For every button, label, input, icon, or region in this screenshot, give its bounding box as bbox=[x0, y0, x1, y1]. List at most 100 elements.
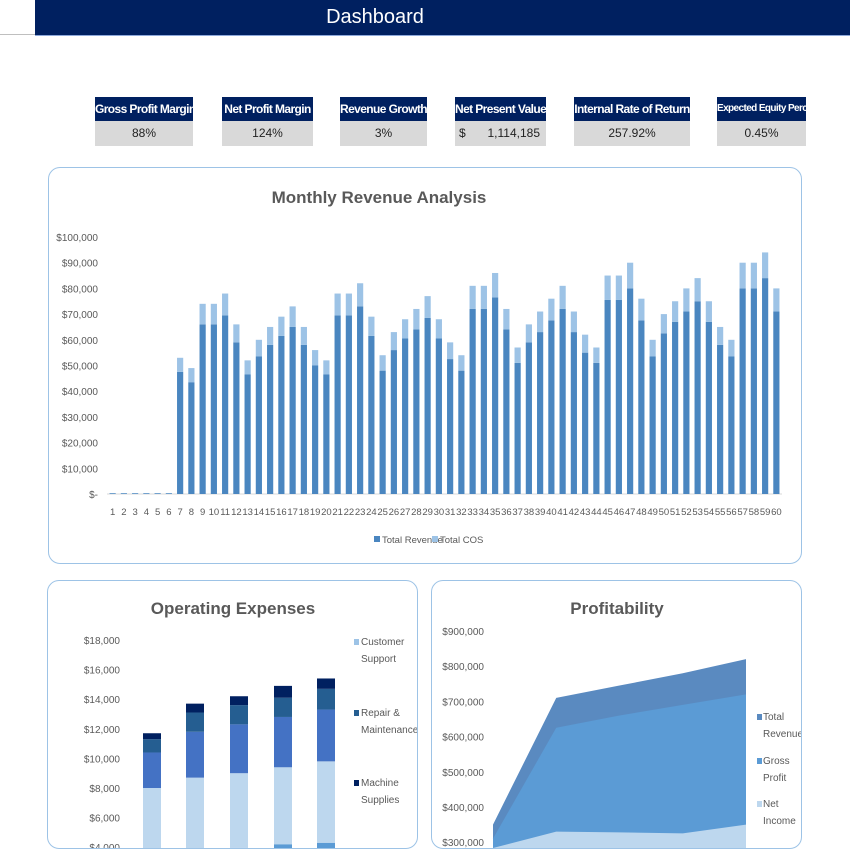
bar-cos bbox=[638, 298, 645, 321]
legend-label: Gross Profit bbox=[763, 756, 790, 784]
x-tick-label: 36 bbox=[501, 507, 512, 518]
bar-cos bbox=[210, 303, 217, 325]
y-tick-label: $80,000 bbox=[62, 284, 99, 295]
bar-revenue bbox=[413, 329, 420, 494]
bar-revenue bbox=[379, 370, 386, 494]
bar-revenue bbox=[773, 311, 780, 494]
bar-revenue bbox=[300, 344, 307, 494]
bar-cos bbox=[255, 339, 262, 357]
kpi-value: 1,114,185 bbox=[487, 126, 541, 140]
x-tick-label: 37 bbox=[512, 507, 523, 518]
bar-revenue bbox=[469, 308, 476, 494]
profitability-chart-panel[interactable]: Profitability $300,000 $400,000 $500,000 $60… bbox=[431, 580, 802, 849]
y-tick-label: $50,000 bbox=[62, 362, 99, 373]
bar-cos bbox=[683, 288, 690, 312]
area-gross-profit bbox=[493, 694, 746, 848]
x-tick-label: 15 bbox=[265, 507, 276, 518]
bar-revenue bbox=[447, 359, 454, 494]
bar-revenue bbox=[717, 344, 724, 494]
x-tick-label: 48 bbox=[636, 507, 647, 518]
x-tick-label: 26 bbox=[389, 507, 400, 518]
bar-cos bbox=[424, 296, 431, 318]
bar-revenue bbox=[683, 311, 690, 494]
bar-cos bbox=[627, 262, 634, 289]
y-tick-label: $6,000 bbox=[89, 814, 120, 825]
bar-revenue bbox=[627, 288, 634, 494]
kpi-revenue-growth: Revenue Growth 3% bbox=[340, 97, 428, 146]
x-tick-label: 54 bbox=[704, 507, 715, 518]
x-tick-label: 57 bbox=[737, 507, 748, 518]
bar-revenue bbox=[638, 320, 645, 494]
bar-cos bbox=[739, 262, 746, 289]
x-tick-label: 30 bbox=[434, 507, 445, 518]
y-tick-label: $8,000 bbox=[89, 784, 120, 795]
legend-label: Total Revenue bbox=[763, 712, 801, 740]
bar-revenue bbox=[323, 374, 330, 494]
bar-cos bbox=[604, 275, 611, 300]
bar-cos bbox=[705, 301, 712, 322]
y-tick-label: $700,000 bbox=[442, 697, 484, 708]
kpi-label: Expected Equity Percentage bbox=[717, 97, 837, 121]
y-tick-label: $400,000 bbox=[442, 803, 484, 814]
bar-segment bbox=[230, 773, 248, 848]
bar-cos bbox=[750, 262, 757, 289]
bar-cos bbox=[334, 293, 341, 316]
bar-revenue bbox=[368, 335, 375, 494]
legend-label: Net Income bbox=[763, 799, 796, 827]
bar-revenue bbox=[705, 321, 712, 494]
kpi-label: Net Present Value bbox=[455, 97, 547, 121]
bar-cos bbox=[300, 326, 307, 345]
kpi-net-present-value: Net Present Value $ 1,114,185 bbox=[455, 97, 547, 146]
legend-swatch bbox=[757, 801, 762, 807]
bar-revenue bbox=[424, 317, 431, 494]
x-tick-label: 13 bbox=[242, 507, 253, 518]
x-tick-label: 58 bbox=[749, 507, 760, 518]
y-tick-label: $300,000 bbox=[442, 838, 484, 848]
bar-revenue bbox=[278, 335, 285, 494]
operating-expenses-chart-panel[interactable]: Operating Expenses $4,000 $6,000 $8,000 $10,… bbox=[47, 580, 418, 849]
y-tick-label: $14,000 bbox=[84, 695, 121, 706]
bar-segment bbox=[230, 705, 248, 725]
y-tick-label: $600,000 bbox=[442, 733, 484, 744]
x-tick-label: 56 bbox=[726, 507, 737, 518]
legend-swatch bbox=[757, 714, 762, 720]
bar-revenue bbox=[267, 344, 274, 494]
bar-segment bbox=[274, 685, 292, 698]
bar-cos bbox=[728, 339, 735, 357]
bar-cos bbox=[345, 293, 352, 316]
x-tick-label: 51 bbox=[670, 507, 681, 518]
bar-revenue bbox=[570, 332, 577, 494]
x-tick-label: 43 bbox=[580, 507, 591, 518]
bar-cos bbox=[525, 324, 532, 343]
bar-cos bbox=[390, 332, 397, 351]
bar-revenue bbox=[312, 365, 319, 494]
bar-cos bbox=[615, 275, 622, 300]
bar-revenue bbox=[402, 338, 409, 494]
x-tick-label: 27 bbox=[400, 507, 411, 518]
bar-segment bbox=[317, 688, 335, 710]
bar-revenue bbox=[244, 374, 251, 494]
kpi-value-box: $ 1,114,185 bbox=[455, 121, 546, 146]
monthly-revenue-chart-panel[interactable]: Monthly Revenue Analysis $- $10,000 $20,000… bbox=[48, 167, 802, 564]
bar-segment bbox=[274, 844, 292, 848]
y-tick-label: $900,000 bbox=[442, 627, 484, 638]
bar-cos bbox=[649, 339, 656, 357]
legend-label: Total COS bbox=[440, 535, 483, 546]
bar-cos bbox=[694, 278, 701, 302]
legend-label: Repair & Maintenance bbox=[361, 708, 417, 736]
bar-cos bbox=[177, 357, 184, 372]
bar-revenue bbox=[694, 301, 701, 494]
bar-revenue bbox=[255, 356, 262, 494]
legend-label: Customer Support bbox=[361, 637, 405, 665]
x-tick-label: 45 bbox=[602, 507, 613, 518]
page-title: Dashboard bbox=[326, 6, 424, 28]
bar-revenue bbox=[672, 321, 679, 494]
bar-revenue bbox=[503, 329, 510, 494]
bar-cos bbox=[312, 350, 319, 366]
kpi-label: Internal Rate of Return bbox=[574, 97, 690, 121]
x-tick-label: 14 bbox=[254, 507, 265, 518]
bar-revenue bbox=[660, 333, 667, 494]
bar-revenue bbox=[357, 306, 364, 494]
x-tick-label: 60 bbox=[771, 507, 782, 518]
bar-segment bbox=[186, 703, 204, 713]
